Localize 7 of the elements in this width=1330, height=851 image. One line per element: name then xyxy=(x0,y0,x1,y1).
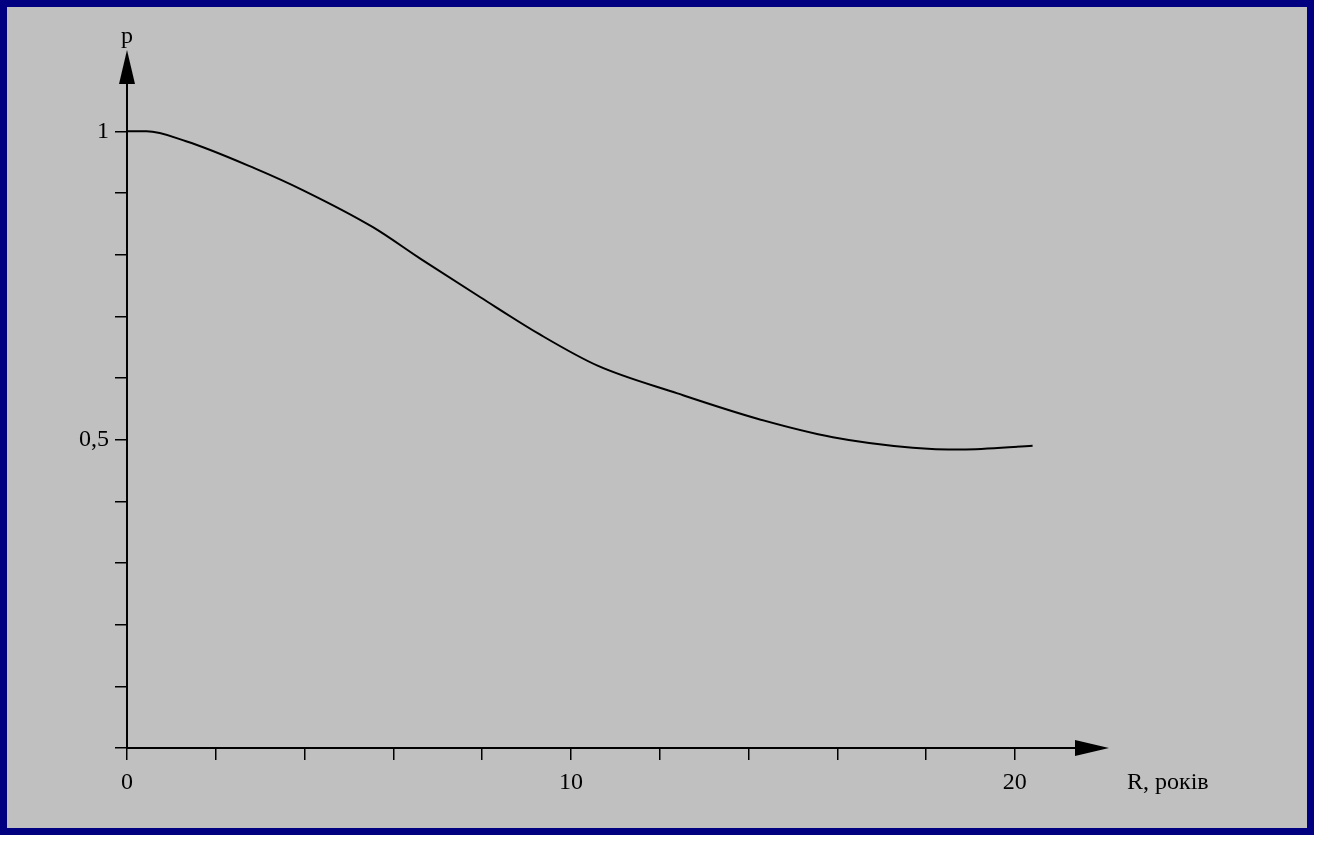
y-tick-label: 1 xyxy=(97,116,109,143)
x-tick-label: 20 xyxy=(1002,768,1027,795)
x-tick-label: 0 xyxy=(121,768,133,795)
x-axis-title: R, років xyxy=(1127,768,1209,795)
x-tick-label: 10 xyxy=(558,768,583,795)
y-tick-label: 0,5 xyxy=(79,424,109,451)
y-axis-title: p xyxy=(121,22,133,49)
